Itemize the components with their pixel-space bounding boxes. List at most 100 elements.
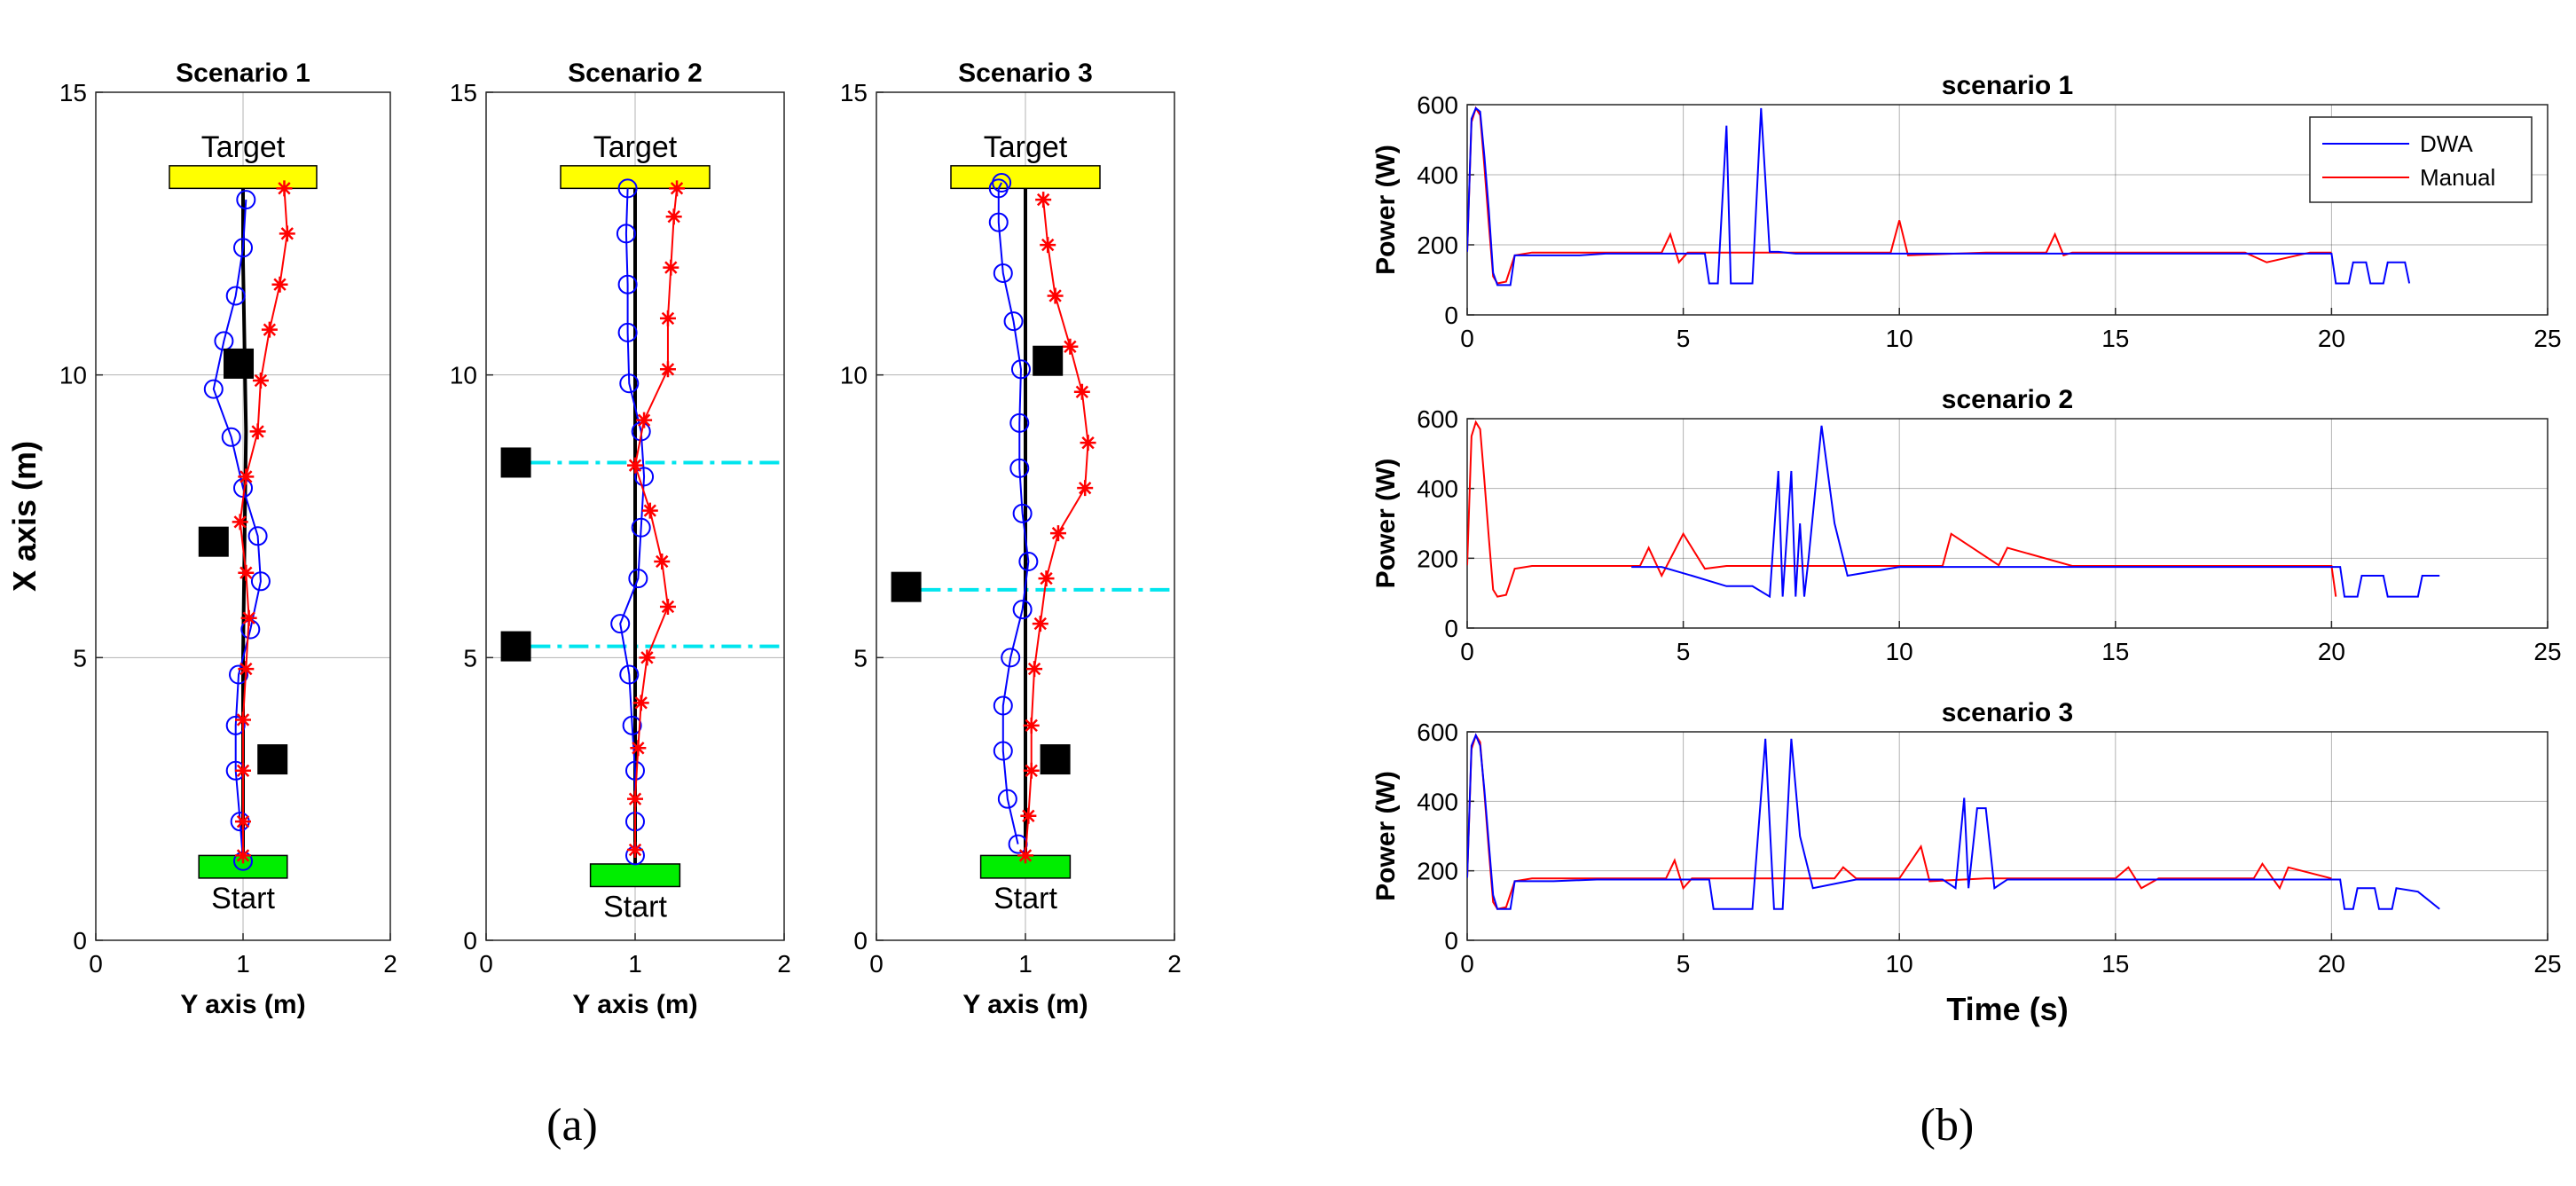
manual-marker <box>632 695 649 711</box>
manual-marker <box>659 310 676 326</box>
dwa-marker <box>993 695 1013 716</box>
series-line-dwa <box>619 188 646 856</box>
dwa-marker <box>631 517 651 538</box>
y-tick-label: 15 <box>59 79 87 106</box>
dwa-marker <box>993 263 1013 283</box>
y-tick-label: 10 <box>450 362 477 389</box>
dwa-marker <box>203 379 224 399</box>
dwa-marker <box>617 274 638 295</box>
y-tick-label: 0 <box>1444 927 1458 954</box>
x-tick-label: 1 <box>628 950 642 978</box>
x-tick-label: 25 <box>2533 638 2561 665</box>
x-tick-label: 2 <box>1167 950 1182 978</box>
y-axis-label: X axis (m) <box>6 441 43 592</box>
dwa-marker <box>625 760 645 781</box>
obstacle <box>891 571 922 602</box>
plot-area <box>891 165 1174 879</box>
axes-box <box>1466 104 2549 316</box>
manual-marker <box>1020 807 1037 824</box>
manual-marker <box>276 180 293 197</box>
manual-marker <box>249 423 266 440</box>
manual-marker <box>641 502 658 519</box>
x-tick-label: 2 <box>383 950 397 978</box>
y-tick-label: 0 <box>1444 615 1458 642</box>
y-tick-label: 0 <box>853 927 868 954</box>
manual-marker <box>665 208 682 225</box>
manual-marker <box>1017 847 1033 864</box>
x-tick-label: 10 <box>1886 638 1913 665</box>
y-tick-label: 5 <box>463 644 477 672</box>
x-tick-label: 0 <box>1460 638 1474 665</box>
y-tick-label: 15 <box>450 79 477 106</box>
target-box <box>169 165 318 190</box>
power-series-dwa <box>1467 106 2411 287</box>
legend-box <box>2309 116 2533 203</box>
manual-marker <box>235 711 251 728</box>
axes-box <box>1466 418 2549 629</box>
x-tick-label: 10 <box>1886 325 1913 352</box>
manual-marker <box>235 813 251 830</box>
power-series-dwa <box>1631 425 2440 599</box>
manual-marker <box>238 564 255 581</box>
y-tick-label: 10 <box>840 362 868 389</box>
manual-marker <box>1040 237 1056 254</box>
manual-marker <box>1038 570 1055 587</box>
y-tick-label: 600 <box>1417 719 1458 746</box>
chart-title: scenario 3 <box>1942 698 2073 727</box>
x-axis-label: Y axis (m) <box>962 990 1088 1019</box>
plot-area <box>1467 733 2440 910</box>
x-axis-label: Time (s) <box>1946 991 2068 1027</box>
x-tick-label: 0 <box>1460 950 1474 978</box>
manual-marker <box>1077 480 1094 497</box>
dwa-marker <box>619 664 640 685</box>
start-label: Start <box>603 890 667 923</box>
target-label: Target <box>201 130 286 164</box>
manual-marker <box>659 361 676 378</box>
y-tick-label: 5 <box>73 644 87 672</box>
dwa-marker <box>992 172 1012 192</box>
manual-marker <box>659 598 676 615</box>
target-label: Target <box>984 130 1068 164</box>
x-axis-label: Y axis (m) <box>180 990 305 1019</box>
manual-marker <box>669 180 686 197</box>
dwa-marker <box>634 467 655 487</box>
plot-area <box>169 165 318 879</box>
dwa-marker <box>622 715 642 735</box>
x-tick-label: 10 <box>1886 950 1913 978</box>
legend-label-manual: Manual <box>2420 164 2495 191</box>
y-tick-label: 200 <box>1417 858 1458 885</box>
manual-marker <box>1047 287 1064 304</box>
dwa-marker <box>1003 311 1024 332</box>
x-tick-label: 25 <box>2533 950 2561 978</box>
manual-marker <box>240 609 257 626</box>
y-tick-label: 600 <box>1417 405 1458 433</box>
manual-marker <box>235 762 251 779</box>
obstacle <box>257 744 288 775</box>
manual-marker <box>1023 762 1040 779</box>
dwa-marker <box>1009 458 1030 478</box>
obstacle <box>1040 744 1071 775</box>
start-box <box>589 863 681 888</box>
dwa-marker <box>225 286 246 306</box>
chart-title: Scenario 3 <box>958 59 1093 88</box>
y-tick-label: 400 <box>1417 475 1458 503</box>
subplot-2: 0 1 2 0 5 10 15 Scenario 2 Y axis (m) Target Start <box>450 59 791 1019</box>
y-tick-label: 0 <box>73 927 87 954</box>
dwa-marker <box>617 178 638 199</box>
manual-marker <box>1035 192 1052 208</box>
x-tick-label: 20 <box>2318 638 2345 665</box>
manual-marker <box>1080 435 1096 452</box>
x-tick-label: 0 <box>1460 325 1474 352</box>
manual-marker <box>279 225 295 242</box>
y-axis-label: Power (W) <box>1371 771 1401 901</box>
manual-marker <box>639 649 656 666</box>
plot-area <box>500 165 784 888</box>
dwa-marker <box>993 741 1013 761</box>
dwa-marker <box>628 569 648 589</box>
panel-label-a: (a) <box>546 1100 598 1151</box>
manual-marker <box>627 842 643 859</box>
y-tick-label: 0 <box>1444 302 1458 329</box>
target-box <box>950 165 1101 190</box>
